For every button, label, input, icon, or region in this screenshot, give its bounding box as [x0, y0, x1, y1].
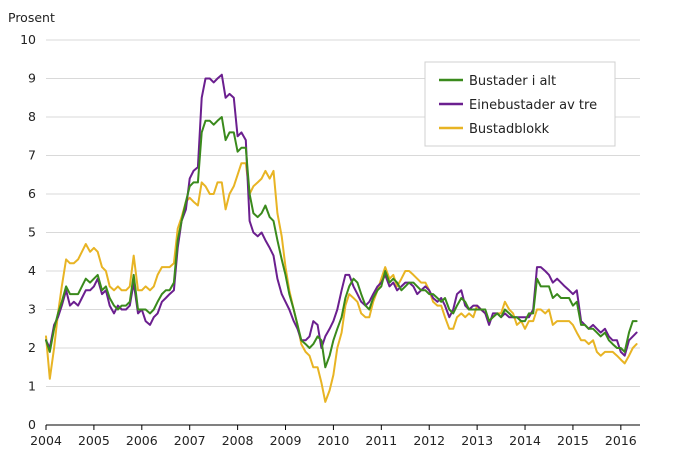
x-tick-label: 2010	[318, 433, 350, 448]
y-tick-label: 5	[28, 225, 36, 240]
x-tick-label: 2008	[222, 433, 254, 448]
y-tick-label: 10	[20, 32, 36, 47]
x-tick-label: 2013	[461, 433, 493, 448]
x-tick-label: 2009	[270, 433, 302, 448]
x-tick-label: 2005	[78, 433, 110, 448]
legend-label: Bustader i alt	[469, 74, 556, 89]
y-tick-label: 6	[28, 186, 36, 201]
y-tick-label: 2	[28, 340, 36, 355]
x-tick-label: 2012	[413, 433, 445, 448]
legend: Bustader i alt Einebustader av tre Bustadb…	[424, 61, 616, 147]
x-tick-label: 2007	[174, 433, 206, 448]
series-line-einebustader-av-tre	[45, 73, 638, 357]
series-line-bustadblokk	[45, 162, 638, 403]
y-axis-title: Prosent	[8, 10, 55, 25]
x-tick-label: 2014	[509, 433, 541, 448]
x-tick-label: 2015	[557, 433, 589, 448]
x-tick-label: 2006	[126, 433, 158, 448]
y-tick-label: 4	[28, 263, 36, 278]
x-tick-label: 2016	[605, 433, 637, 448]
series-line-bustader-i-alt	[45, 116, 638, 369]
legend-label: Bustadblokk	[469, 122, 550, 137]
y-axis-ticks: 0 1 2 3 4 5 6 7 8 9 10	[20, 32, 36, 432]
series-lines	[45, 73, 638, 403]
legend-label: Einebustader av tre	[469, 98, 597, 113]
y-tick-label: 0	[28, 417, 36, 432]
y-tick-label: 9	[28, 71, 36, 86]
x-tick-label: 2011	[365, 433, 397, 448]
y-tick-label: 8	[28, 109, 36, 124]
y-tick-label: 3	[28, 302, 36, 317]
x-tick-label: 2004	[30, 433, 62, 448]
y-tick-label: 7	[28, 148, 36, 163]
x-axis-ticks: 2004 2005 2006 2007 2008 2009 2010 2011 2012 2013…	[30, 424, 640, 448]
y-tick-label: 1	[28, 379, 36, 394]
